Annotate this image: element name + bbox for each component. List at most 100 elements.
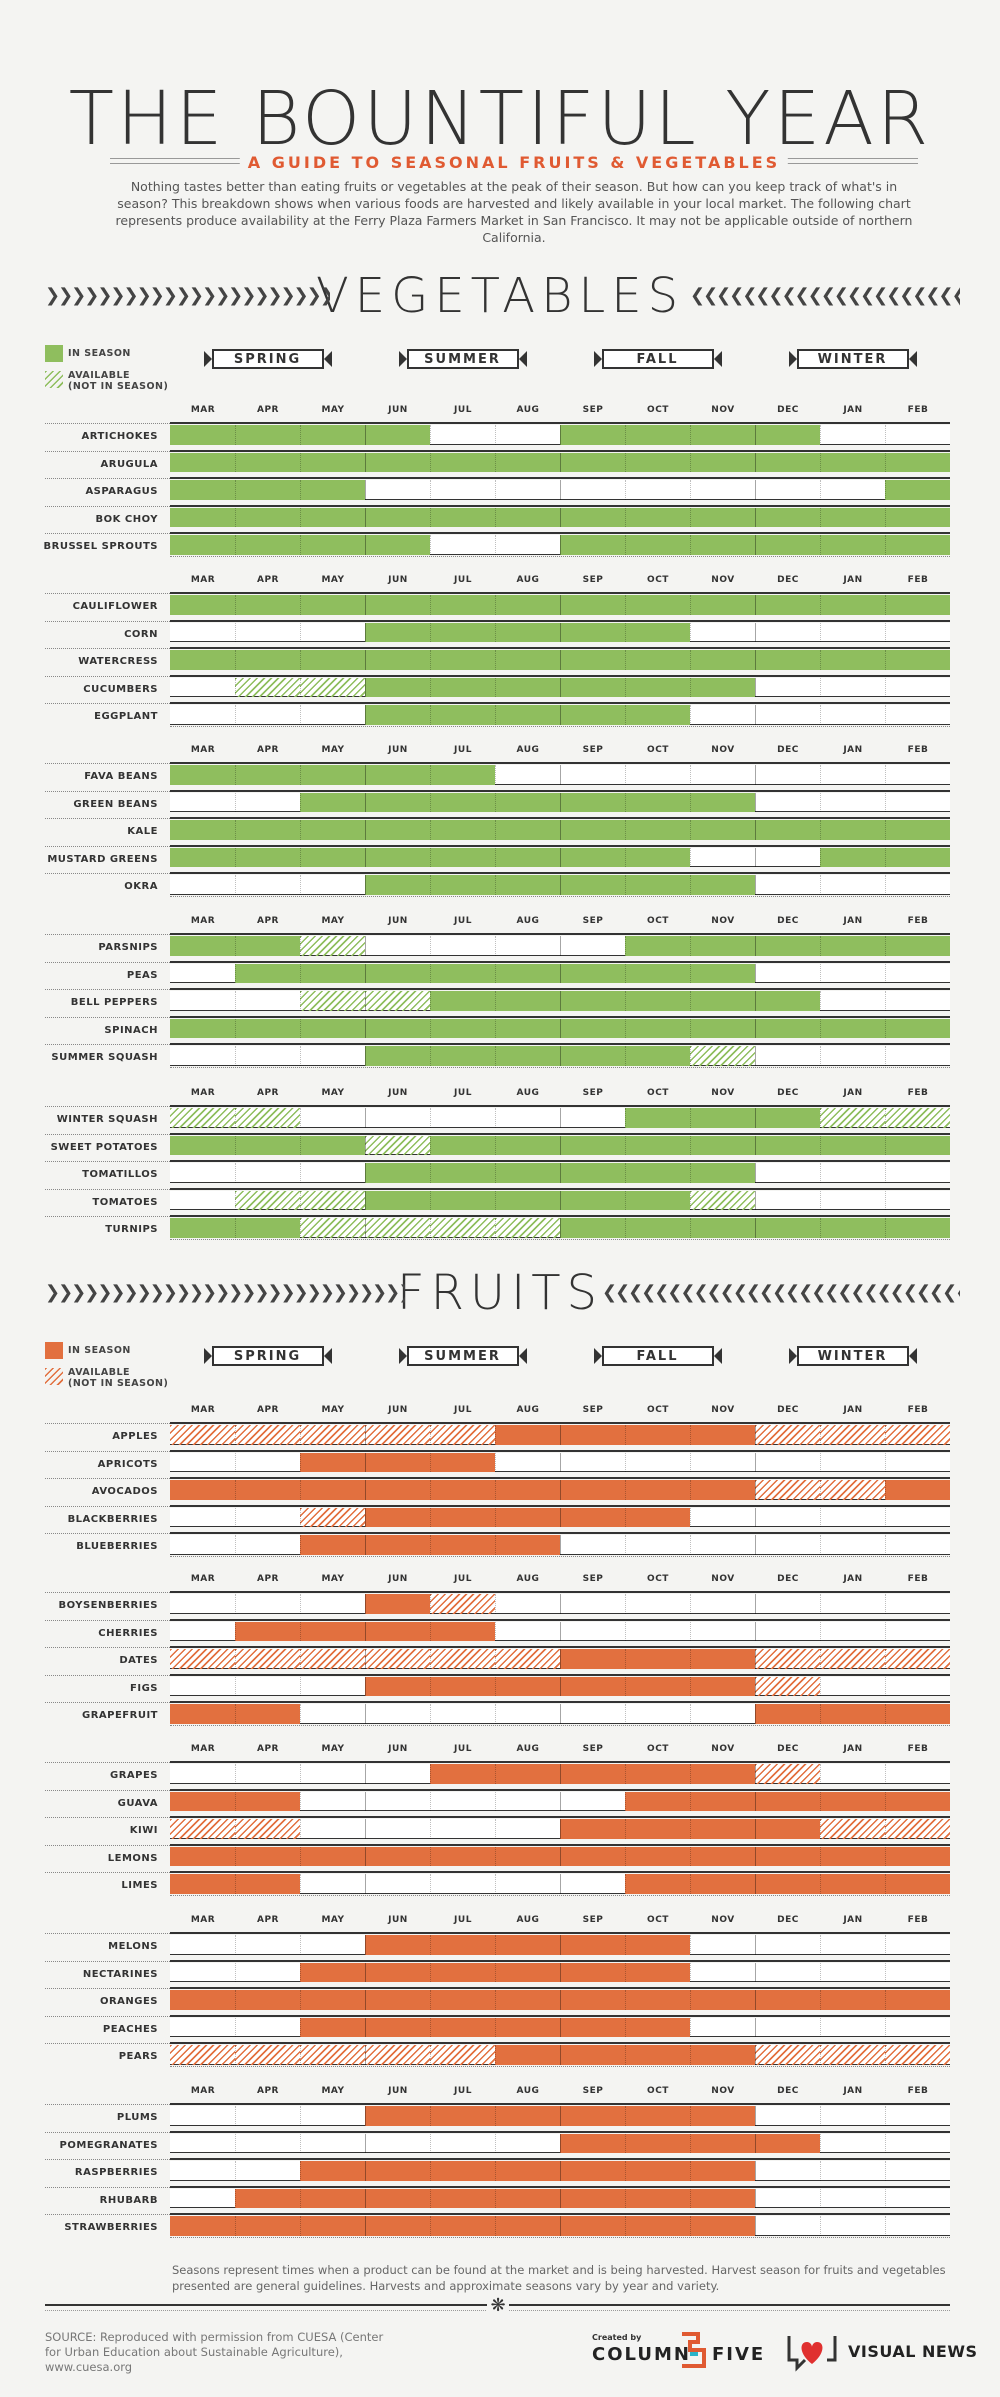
- fruit-month-header-sep: SEP: [582, 2086, 604, 2096]
- veg-month-tick: [560, 507, 561, 527]
- veg-month-tick: [300, 792, 301, 812]
- fruit-cell-in-season: [625, 2045, 690, 2065]
- fruit-month-tick: [300, 2045, 301, 2065]
- fruit-cell-in-season: [690, 1764, 755, 1784]
- veg-cell-in-season: [625, 875, 690, 895]
- veg-month-tick: [560, 1018, 561, 1038]
- fruit-month-tick: [690, 1649, 691, 1669]
- veg-row-label: BOK CHOY: [95, 513, 158, 525]
- veg-month-tick: [885, 677, 886, 697]
- veg-month-header-may: MAY: [321, 745, 345, 755]
- fruit-month-tick: [625, 1764, 626, 1784]
- veg-month-header-dec: DEC: [777, 1088, 799, 1098]
- veg-cell-in-season: [235, 480, 300, 500]
- fruit-month-tick: [300, 1425, 301, 1445]
- fruit-month-tick: [495, 1990, 496, 2010]
- veg-cell-in-season: [560, 1190, 625, 1210]
- fruit-cell-available: [755, 1676, 820, 1696]
- fruit-month-tick: [300, 1507, 301, 1527]
- veg-row-rule: [170, 477, 950, 479]
- fruit-month-tick: [885, 1874, 886, 1894]
- fruit-month-tick: [820, 2216, 821, 2236]
- fruit-month-header-may: MAY: [321, 2086, 345, 2096]
- veg-cell-in-season: [430, 1135, 495, 1155]
- veg-month-tick: [820, 535, 821, 555]
- veg-month-tick: [690, 622, 691, 642]
- fruit-month-tick: [885, 1594, 886, 1614]
- veg-cell-in-season: [365, 507, 430, 527]
- fruit-month-tick: [430, 1452, 431, 1472]
- fruit-month-header-dec: DEC: [777, 1915, 799, 1925]
- veg-row-label: ARUGULA: [100, 458, 158, 470]
- fruit-month-header-mar: MAR: [190, 1744, 216, 1754]
- fruit-month-tick: [820, 1962, 821, 1982]
- fruit-month-tick: [430, 1935, 431, 1955]
- veg-cell-in-season: [885, 1018, 950, 1038]
- veg-month-tick: [625, 677, 626, 697]
- fruit-month-header-jun: JUN: [388, 2086, 408, 2096]
- fruit-month-tick: [560, 1452, 561, 1472]
- fruit-month-tick: [495, 1621, 496, 1641]
- fruit-month-header-feb: FEB: [907, 2086, 929, 2096]
- fruit-month-header-aug: AUG: [516, 1574, 540, 1584]
- fruit-month-tick: [690, 1874, 691, 1894]
- fruit-month-tick: [235, 2216, 236, 2236]
- veg-row-guide: [45, 1216, 170, 1217]
- fruit-group-end-rule: [170, 1555, 950, 1557]
- fruit-month-tick: [885, 1676, 886, 1696]
- fruit-month-header-feb: FEB: [907, 1744, 929, 1754]
- fruit-month-tick: [430, 1621, 431, 1641]
- fruit-month-tick: [755, 1791, 756, 1811]
- veg-month-header-jun: JUN: [388, 405, 408, 415]
- fruit-month-tick: [820, 1704, 821, 1724]
- fruit-row-label: DATES: [119, 1655, 158, 1666]
- fruit-month-tick: [820, 1874, 821, 1894]
- fruit-month-tick: [755, 2216, 756, 2236]
- veg-row-rule: [170, 532, 950, 534]
- veg-month-header-nov: NOV: [711, 745, 735, 755]
- fruit-cell-in-season: [560, 2161, 625, 2181]
- fruit-row-rule: [170, 2185, 950, 2188]
- veg-row-rule: [170, 1187, 950, 1190]
- veg-cell-in-season: [365, 847, 430, 867]
- fruit-cell-in-season: [495, 2188, 560, 2208]
- fruit-month-tick: [820, 1507, 821, 1527]
- veg-cell-in-season: [755, 1108, 820, 1128]
- fruit-month-header-jan: JAN: [843, 2086, 863, 2096]
- fruit-row-label: GUAVA: [117, 1797, 158, 1809]
- fruit-month-tick: [820, 1764, 821, 1784]
- veg-month-tick: [495, 820, 496, 840]
- veg-cell-in-season: [690, 963, 755, 983]
- fruit-row-guide: [45, 1988, 170, 1989]
- veg-month-header-nov: NOV: [711, 575, 735, 585]
- veg-month-tick: [755, 963, 756, 983]
- fruit-cell-available: [430, 1594, 495, 1614]
- veg-month-tick: [495, 1046, 496, 1066]
- veg-month-tick: [820, 765, 821, 785]
- visual-news-logo-text: VISUAL NEWS: [848, 2342, 978, 2361]
- fruit-month-tick: [560, 1791, 561, 1811]
- veg-cell-in-season: [300, 765, 365, 785]
- fruit-month-tick: [755, 1621, 756, 1641]
- veg-month-tick: [885, 650, 886, 670]
- fruit-cell-available: [885, 1819, 950, 1839]
- veg-month-tick: [690, 1190, 691, 1210]
- column-five-logo-icon: [682, 2332, 706, 2368]
- veg-season-summer: SUMMER: [398, 347, 527, 371]
- veg-cell-in-season: [495, 1135, 560, 1155]
- veg-row-label: WATERCRESS: [78, 656, 158, 667]
- fruit-month-tick: [885, 1819, 886, 1839]
- fruit-row-label: RHUBARB: [99, 2194, 158, 2206]
- fruit-cell-in-season: [495, 1676, 560, 1696]
- fruit-month-tick: [495, 1704, 496, 1724]
- veg-month-tick: [885, 847, 886, 867]
- fruit-month-header-nov: NOV: [711, 1915, 735, 1925]
- veg-cell-in-season: [235, 820, 300, 840]
- fruit-row-guide: [45, 1533, 170, 1534]
- veg-month-header-jun: JUN: [388, 1088, 408, 1098]
- veg-month-tick: [235, 452, 236, 472]
- veg-month-header-sep: SEP: [582, 575, 604, 585]
- veg-month-tick: [885, 963, 886, 983]
- fruit-month-header-feb: FEB: [907, 1915, 929, 1925]
- veg-month-tick: [885, 1135, 886, 1155]
